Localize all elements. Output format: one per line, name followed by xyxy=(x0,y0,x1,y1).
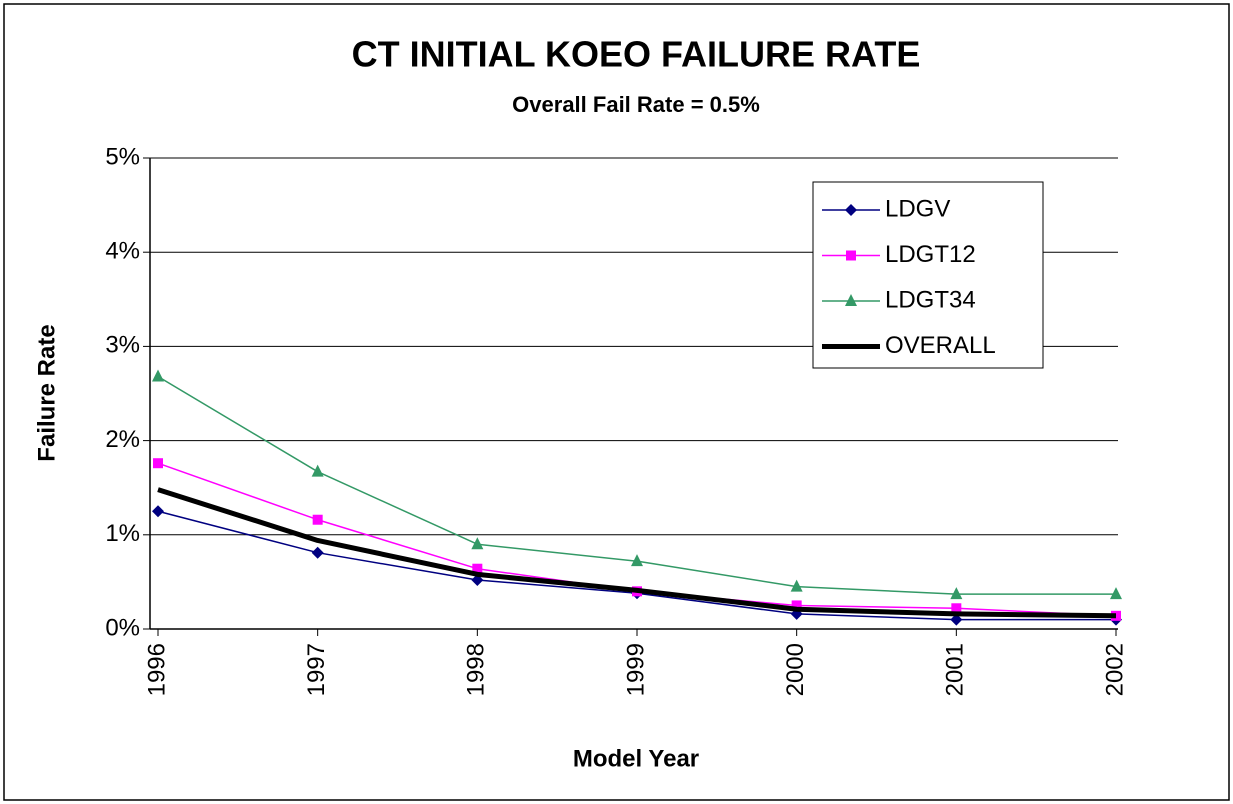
legend-label: LDGT12 xyxy=(885,241,976,268)
point xyxy=(312,514,323,525)
x-tick-label: 2001 xyxy=(942,643,969,696)
x-tick-label: 1999 xyxy=(622,643,649,696)
point xyxy=(845,294,857,306)
point xyxy=(311,464,324,477)
x-tick-label: 1997 xyxy=(303,643,330,696)
point xyxy=(152,369,164,382)
chart-title: CT INITIAL KOEO FAILURE RATE xyxy=(352,34,921,75)
legend-label: OVERALL xyxy=(885,332,996,359)
point xyxy=(1110,587,1122,600)
legend-label: LDGT34 xyxy=(885,286,976,313)
legend: LDGV LDGT12 LDGT34 OVERALL xyxy=(812,181,1044,369)
point xyxy=(631,554,643,567)
y-tick-label: 3% xyxy=(105,332,140,359)
point xyxy=(791,600,802,611)
series-line xyxy=(157,487,1117,619)
point xyxy=(950,613,963,626)
x-tick-label: 1996 xyxy=(143,643,170,696)
chart-frame xyxy=(3,3,1230,801)
point xyxy=(950,587,963,600)
point xyxy=(311,546,324,559)
legend-label: LDGV xyxy=(885,195,950,222)
y-tick-label: 1% xyxy=(105,520,140,547)
y-tick-label: 0% xyxy=(105,614,140,641)
x-tick-label: 2000 xyxy=(782,643,809,696)
y-axis-label: Failure Rate xyxy=(33,324,60,461)
point xyxy=(153,458,163,469)
y-tick-label: 4% xyxy=(105,238,140,265)
y-tick-label: 2% xyxy=(105,426,140,453)
point xyxy=(790,579,803,592)
point xyxy=(471,537,484,550)
chart-subtitle: Overall Fail Rate = 0.5% xyxy=(512,92,760,117)
y-tick-label: 5% xyxy=(105,143,140,170)
point xyxy=(152,505,164,518)
x-tick-label: 1998 xyxy=(463,643,490,696)
x-axis-label: Model Year xyxy=(573,745,699,772)
x-tick-label: 2002 xyxy=(1101,643,1128,696)
point xyxy=(472,563,483,574)
point xyxy=(845,204,857,216)
point xyxy=(951,603,962,614)
point xyxy=(846,250,856,261)
